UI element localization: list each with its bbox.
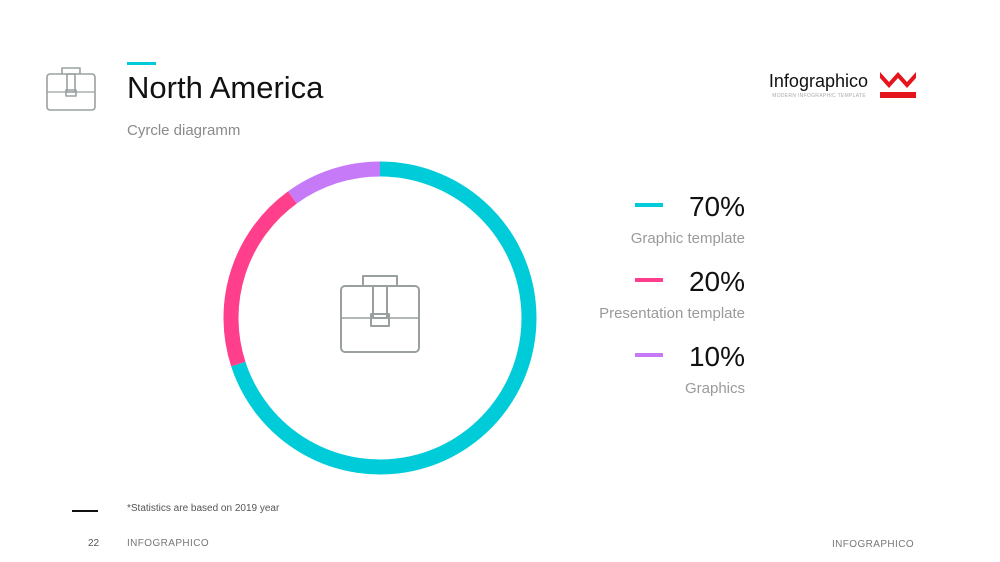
legend-value: 70% bbox=[688, 191, 745, 222]
donut-chart bbox=[223, 161, 537, 475]
legend-label: Presentation template bbox=[599, 305, 745, 322]
footer-brand-right: INFOGRAPHICO bbox=[831, 539, 914, 550]
footer-brand-left: INFOGRAPHICO bbox=[127, 538, 210, 549]
donut-slice-2 bbox=[223, 191, 297, 367]
page-title: North America bbox=[127, 70, 324, 105]
legend-swatch bbox=[635, 203, 663, 207]
legend-item: 20% Presentation template bbox=[495, 266, 745, 345]
title-accent-bar bbox=[127, 62, 156, 65]
legend-item: 10% Graphics bbox=[495, 341, 745, 420]
legend-item: 70% Graphic template bbox=[495, 191, 745, 270]
footnote: *Statistics are based on 2019 year bbox=[127, 503, 280, 514]
legend-value: 20% bbox=[688, 266, 745, 297]
brand-tagline: MODERN INFOGRAPHIC TEMPLATE bbox=[772, 93, 866, 99]
donut-slice-1 bbox=[231, 161, 537, 475]
crown-logo-icon bbox=[880, 72, 916, 98]
brand-name: Infographico bbox=[768, 71, 868, 91]
brand: Infographico MODERN INFOGRAPHIC TEMPLATE bbox=[738, 60, 918, 110]
footnote-bar bbox=[72, 510, 98, 512]
legend-swatch bbox=[635, 353, 663, 357]
briefcase-icon bbox=[340, 275, 420, 353]
legend-swatch bbox=[635, 278, 663, 282]
legend-value: 10% bbox=[688, 341, 745, 372]
legend-label: Graphic template bbox=[630, 230, 745, 247]
legend-label: Graphics bbox=[684, 380, 745, 397]
donut-slice-3 bbox=[288, 161, 381, 204]
briefcase-icon bbox=[46, 67, 96, 111]
page-subtitle: Cyrcle diagramm bbox=[127, 122, 241, 139]
page-number: 22 bbox=[88, 538, 100, 549]
